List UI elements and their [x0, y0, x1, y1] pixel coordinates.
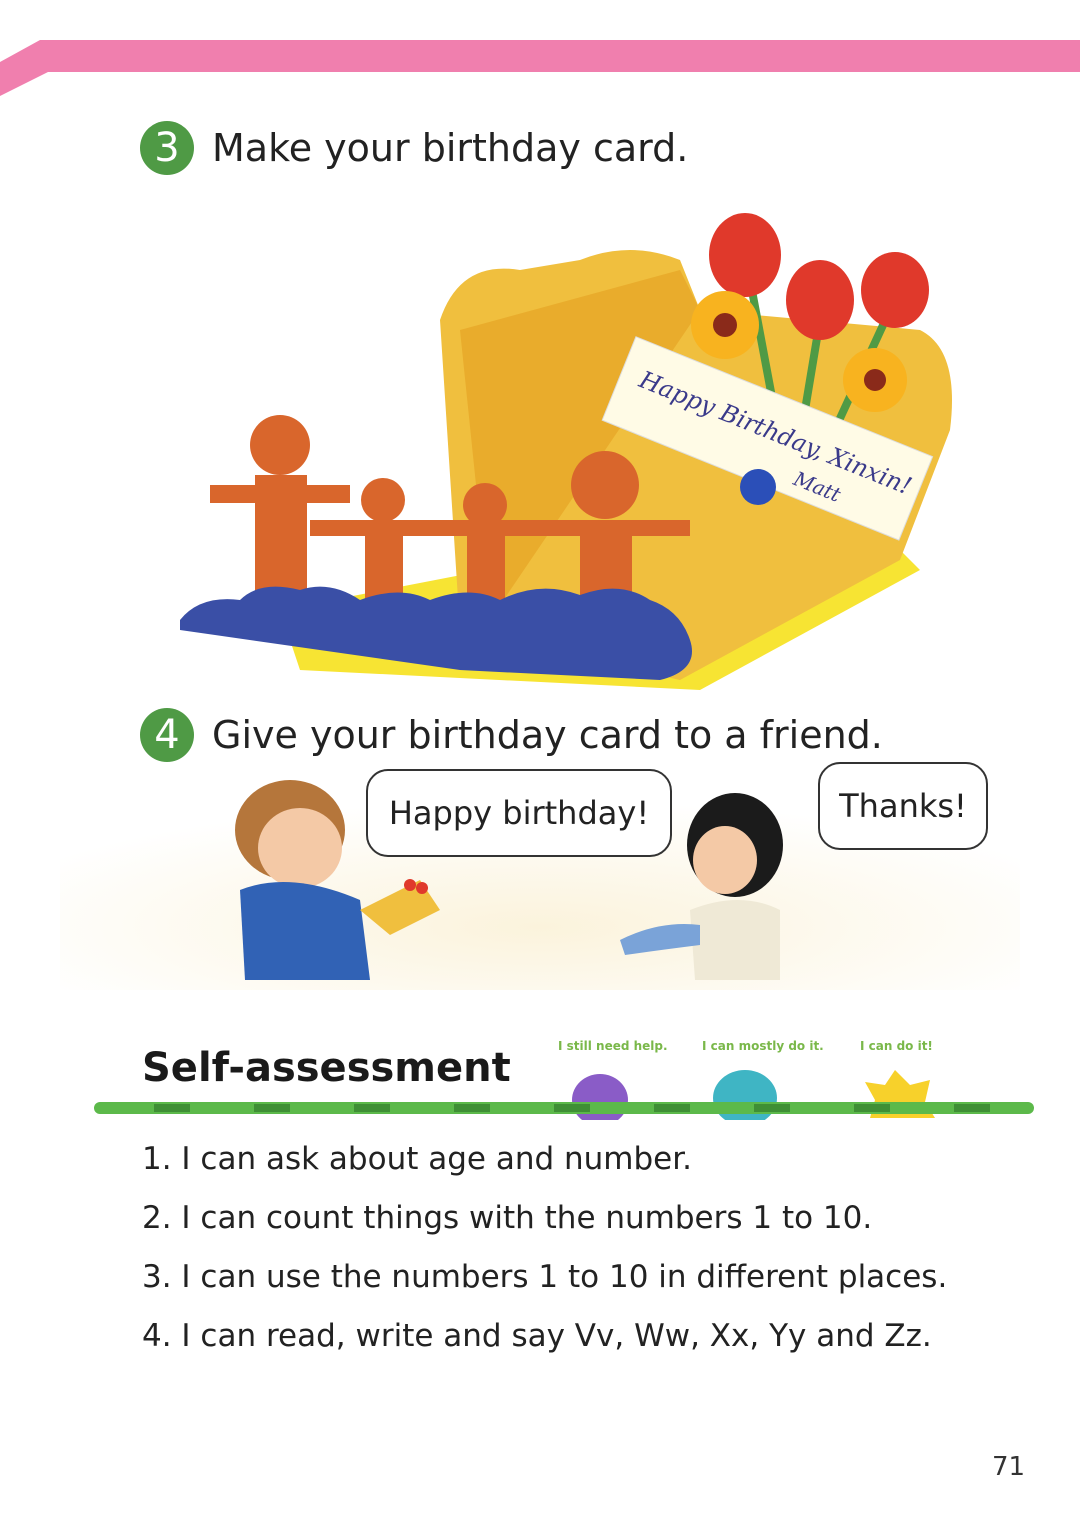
step-instruction: Give your birthday card to a friend. [212, 713, 883, 757]
self-assessment-divider [94, 1102, 1034, 1114]
step-number-badge: 3 [140, 121, 194, 175]
speech-text: Happy birthday! [388, 794, 650, 832]
flower-tulips [691, 213, 929, 442]
list-item: 1. I can ask about age and number. [142, 1141, 692, 1177]
step-number-badge: 4 [140, 708, 194, 762]
boy-figure [235, 780, 370, 980]
girl-figure [620, 793, 783, 980]
step-3-heading: 3 Make your birthday card. [140, 121, 688, 175]
page-number: 71 [992, 1452, 1026, 1482]
svg-text:I can do it!: I can do it! [860, 1039, 933, 1053]
speech-bubble-boy: Happy birthday! [366, 769, 672, 857]
svg-text:I can mostly do it.: I can mostly do it. [702, 1039, 824, 1053]
self-assessment-title: Self-assessment [142, 1045, 511, 1091]
step-instruction: Make your birthday card. [212, 126, 689, 170]
self-assessment-list: 1. I can ask about age and number. 2. I … [142, 1130, 947, 1366]
small-birthday-card [360, 879, 440, 935]
list-item: 3. I can use the numbers 1 to 10 in diff… [142, 1259, 948, 1295]
svg-text:I still need help.: I still need help. [558, 1039, 668, 1053]
step-4-heading: 4 Give your birthday card to a friend. [140, 708, 883, 762]
speech-bubble-girl: Thanks! [818, 762, 988, 850]
birthday-card-illustration: Happy Birthday, Xinxin! Matt [180, 213, 952, 690]
list-item: 2. I can count things with the numbers 1… [142, 1200, 873, 1236]
list-item: 4. I can read, write and say Vv, Ww, Xx,… [142, 1318, 932, 1354]
smiley-badge [740, 469, 776, 505]
speech-text: Thanks! [839, 787, 967, 825]
header-band [0, 40, 1080, 96]
